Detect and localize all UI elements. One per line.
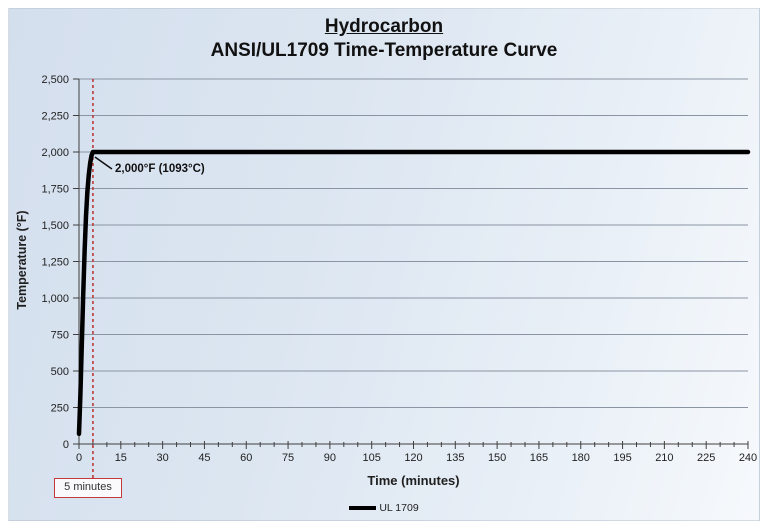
chart-canvas: Hydrocarbon ANSI/UL1709 Time-Temperature… xyxy=(8,8,760,521)
title-block: Hydrocarbon ANSI/UL1709 Time-Temperature… xyxy=(9,15,759,63)
y-tick-label: 750 xyxy=(51,330,69,342)
y-tick-label: 1,000 xyxy=(41,293,69,305)
y-tick-label: 500 xyxy=(51,366,69,378)
y-tick-label: 250 xyxy=(51,403,69,415)
x-tick-label: 45 xyxy=(198,452,210,464)
ul1709-curve xyxy=(76,149,751,437)
x-tick-label: 90 xyxy=(324,452,336,464)
x-tick-label: 0 xyxy=(76,452,82,464)
y-tick-label: 1,500 xyxy=(41,220,69,232)
annotation-leader-line xyxy=(94,156,113,170)
x-tick-label: 210 xyxy=(655,452,673,464)
y-tick-label: 2,000 xyxy=(41,147,69,159)
x-tick-label: 105 xyxy=(363,452,381,464)
legend-label: UL 1709 xyxy=(379,502,419,514)
legend-line-swatch xyxy=(349,506,377,510)
plot-area: 02505007501,0001,2501,5001,7502,0002,250… xyxy=(41,74,757,479)
x-tick-label: 75 xyxy=(282,452,294,464)
chart-title: Hydrocarbon xyxy=(324,16,444,37)
x-axis-title: Time (minutes) xyxy=(367,473,460,488)
y-tick-label: 1,250 xyxy=(41,257,69,269)
chart-subtitle: ANSI/UL1709 Time-Temperature Curve xyxy=(210,39,558,61)
x-tick-label: 225 xyxy=(697,452,715,464)
y-tick-label: 1,750 xyxy=(41,184,69,196)
x-tick-label: 120 xyxy=(404,452,422,464)
x-tick-label: 150 xyxy=(488,452,506,464)
x-tick-label: 30 xyxy=(157,452,169,464)
x-tick-label: 195 xyxy=(613,452,631,464)
y-tick-label: 2,500 xyxy=(41,74,69,86)
x-tick-label: 135 xyxy=(446,452,464,464)
x-tick-label: 15 xyxy=(115,452,127,464)
y-tick-label: 0 xyxy=(63,439,69,451)
five-minutes-callout: 5 minutes xyxy=(54,478,122,498)
x-tick-label: 60 xyxy=(240,452,252,464)
curve-annotation: 2,000°F (1093°C) xyxy=(115,163,205,175)
legend: UL 1709 xyxy=(9,500,759,516)
y-tick-label: 2,250 xyxy=(41,111,69,123)
x-tick-label: 165 xyxy=(530,452,548,464)
x-tick-label: 180 xyxy=(572,452,590,464)
y-axis-title: Temperature (°F) xyxy=(15,210,29,310)
x-tick-label: 240 xyxy=(739,452,757,464)
